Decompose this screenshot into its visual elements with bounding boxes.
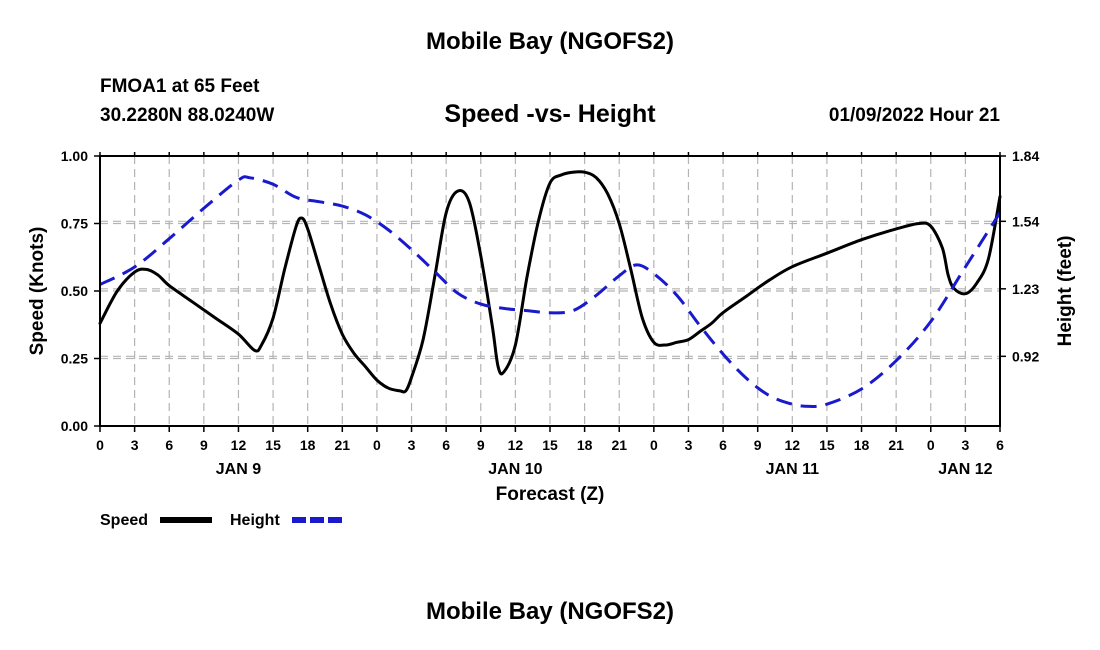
legend-label: Height <box>230 512 280 529</box>
x-tick-label: 12 <box>508 437 524 453</box>
y2-tick-label: 0.92 <box>1012 348 1039 364</box>
x-tick-label: 0 <box>927 437 935 453</box>
day-label: JAN 9 <box>216 461 261 478</box>
footer-chart-title: Mobile Bay (NGOFS2) <box>425 598 675 625</box>
x-tick-label: 9 <box>754 437 762 453</box>
grid-lines <box>100 155 1000 426</box>
x-tick-label: 3 <box>408 437 416 453</box>
x-tick-label: 6 <box>442 437 450 453</box>
y-tick-label: 1.00 <box>61 148 88 164</box>
x-tick-label: 21 <box>611 437 627 453</box>
x-tick-label: 18 <box>854 437 870 453</box>
y-tick-label: 0.25 <box>61 351 88 367</box>
x-tick-label: 6 <box>996 437 1004 453</box>
day-label: JAN 11 <box>766 461 819 478</box>
x-tick-label: 9 <box>200 437 208 453</box>
x-tick-label: 18 <box>577 437 593 453</box>
x-tick-label: 3 <box>131 437 139 453</box>
series-lines <box>98 170 1002 408</box>
x-axis-label: Forecast (Z) <box>496 484 605 505</box>
y-tick-label: 0.50 <box>61 283 88 299</box>
x-tick-label: 18 <box>300 437 316 453</box>
y-axis-label: Speed (Knots) <box>27 227 48 356</box>
x-tick-label: 12 <box>785 437 801 453</box>
x-tick-label: 15 <box>542 437 558 453</box>
legend: Speed Height <box>100 512 344 529</box>
x-tick-label: 21 <box>335 437 351 453</box>
x-tick-label: 9 <box>477 437 485 453</box>
station-label: FMOA1 at 65 Feet <box>100 76 260 97</box>
x-tick-label: 15 <box>819 437 835 453</box>
x-tick-label: 0 <box>373 437 381 453</box>
day-label: JAN 10 <box>488 461 542 478</box>
y2-tick-label: 1.54 <box>1012 213 1039 229</box>
x-tick-label: 12 <box>231 437 247 453</box>
axis-ticks: 0 3 6 9 12 15 18 21 0 3 6 9 12 15 18 21 0 3 6 9 12 15 18 21 0 3 6 0… <box>61 148 1040 478</box>
x-tick-label: 0 <box>96 437 104 453</box>
x-tick-label: 21 <box>888 437 904 453</box>
day-label: JAN 12 <box>938 461 992 478</box>
x-tick-label: 15 <box>265 437 281 453</box>
x-tick-label: 3 <box>685 437 693 453</box>
y2-tick-label: 1.23 <box>1012 281 1039 297</box>
timestamp-label: 01/09/2022 Hour 21 <box>828 105 1000 126</box>
chart-title: Mobile Bay (NGOFS2) <box>425 28 675 55</box>
x-tick-label: 0 <box>650 437 658 453</box>
y2-tick-label: 1.84 <box>1012 148 1039 164</box>
coordinates-label: 30.2280N 88.0240W <box>100 105 275 126</box>
chart-subtitle: Speed -vs- Height <box>444 100 656 128</box>
series-line-height <box>99 175 1002 408</box>
series-line-speed <box>98 170 1002 394</box>
x-tick-label: 6 <box>719 437 727 453</box>
y2-axis-label: Height (feet) <box>1055 236 1076 347</box>
x-tick-label: 3 <box>961 437 969 453</box>
y-tick-label: 0.00 <box>61 418 88 434</box>
y-tick-label: 0.75 <box>61 216 88 232</box>
x-tick-label: 6 <box>165 437 173 453</box>
legend-label: Speed <box>100 512 148 529</box>
